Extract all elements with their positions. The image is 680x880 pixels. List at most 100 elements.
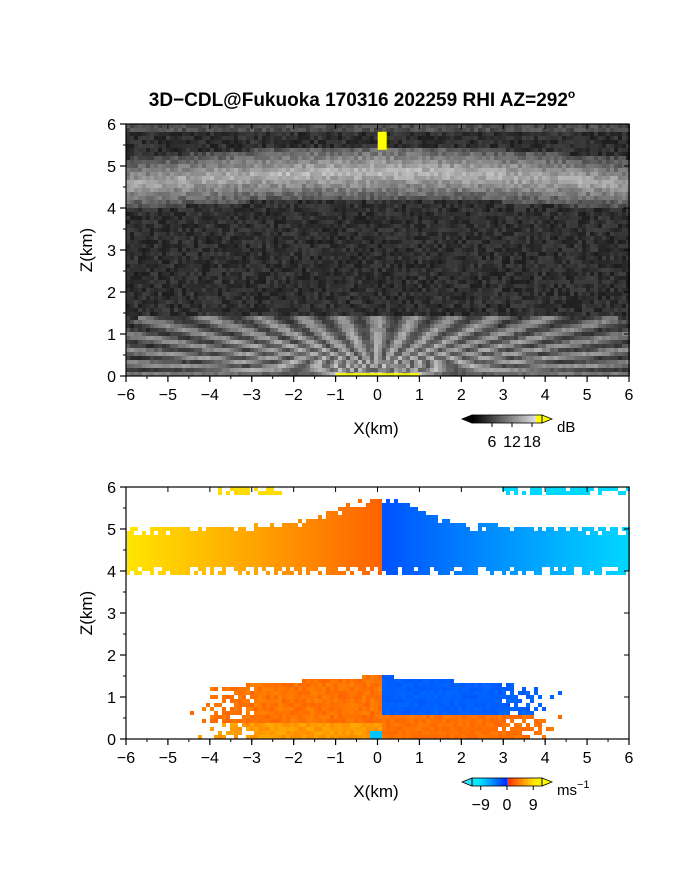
reflectivity-cell <box>382 192 386 196</box>
reflectivity-cell <box>602 140 606 144</box>
reflectivity-cell <box>506 192 510 196</box>
reflectivity-cell <box>438 160 442 164</box>
reflectivity-cell <box>142 172 146 176</box>
reflectivity-cell <box>362 192 366 196</box>
reflectivity-cell <box>162 236 166 240</box>
reflectivity-cell <box>514 220 518 224</box>
reflectivity-cell <box>434 160 438 164</box>
reflectivity-cell <box>234 216 238 220</box>
reflectivity-cell <box>558 260 562 264</box>
reflectivity-cell <box>126 164 130 168</box>
reflectivity-cell <box>534 216 538 220</box>
reflectivity-cell <box>146 168 150 172</box>
reflectivity-cell <box>346 140 350 144</box>
reflectivity-cell <box>442 172 446 176</box>
reflectivity-cell <box>158 260 162 264</box>
reflectivity-cell <box>298 256 302 260</box>
reflectivity-cell <box>190 268 194 272</box>
reflectivity-cell <box>302 236 306 240</box>
reflectivity-cell <box>166 140 170 144</box>
reflectivity-cell <box>510 276 514 280</box>
reflectivity-cell <box>566 196 570 200</box>
reflectivity-cell <box>554 136 558 140</box>
reflectivity-cell <box>370 280 374 284</box>
reflectivity-cell <box>374 260 378 264</box>
reflectivity-cell <box>282 276 286 280</box>
reflectivity-cell <box>382 172 386 176</box>
reflectivity-cell <box>258 232 262 236</box>
reflectivity-cell <box>526 260 530 264</box>
reflectivity-cell <box>574 276 578 280</box>
reflectivity-cell <box>450 200 454 204</box>
reflectivity-cell <box>590 212 594 216</box>
reflectivity-cell <box>158 240 162 244</box>
reflectivity-cell <box>358 200 362 204</box>
reflectivity-cell <box>226 144 230 148</box>
reflectivity-cell <box>494 172 498 176</box>
reflectivity-cell <box>598 144 602 148</box>
reflectivity-cell <box>170 256 174 260</box>
reflectivity-cell <box>450 184 454 188</box>
reflectivity-cell <box>590 256 594 260</box>
reflectivity-cell <box>410 236 414 240</box>
reflectivity-cell <box>430 196 434 200</box>
reflectivity-cell <box>598 148 602 152</box>
reflectivity-cell <box>134 132 138 136</box>
reflectivity-cell <box>510 160 514 164</box>
reflectivity-cell <box>542 236 546 240</box>
reflectivity-cell <box>222 192 226 196</box>
reflectivity-cell <box>562 176 566 180</box>
reflectivity-cell <box>230 124 234 128</box>
reflectivity-cell <box>330 256 334 260</box>
reflectivity-cell <box>138 184 142 188</box>
reflectivity-cell <box>442 184 446 188</box>
reflectivity-cell <box>402 232 406 236</box>
reflectivity-cell <box>534 224 538 228</box>
reflectivity-cell <box>394 276 398 280</box>
reflectivity-cell <box>406 140 410 144</box>
reflectivity-cell <box>410 196 414 200</box>
reflectivity-cell <box>390 128 394 132</box>
reflectivity-cell <box>202 136 206 140</box>
reflectivity-cell <box>390 224 394 228</box>
reflectivity-cell <box>302 160 306 164</box>
reflectivity-cell <box>154 152 158 156</box>
reflectivity-cell <box>374 124 378 128</box>
reflectivity-cell <box>194 152 198 156</box>
reflectivity-cell <box>574 248 578 252</box>
reflectivity-cell <box>442 164 446 168</box>
reflectivity-cell <box>602 148 606 152</box>
reflectivity-cell <box>306 232 310 236</box>
reflectivity-cell <box>534 276 538 280</box>
reflectivity-cell <box>466 124 470 128</box>
reflectivity-cell <box>582 164 586 168</box>
reflectivity-cell <box>418 140 422 144</box>
reflectivity-cell <box>346 196 350 200</box>
reflectivity-cell <box>346 172 350 176</box>
reflectivity-cell <box>334 208 338 212</box>
reflectivity-cell <box>198 236 202 240</box>
reflectivity-cell <box>206 264 210 268</box>
reflectivity-cell <box>446 256 450 260</box>
reflectivity-cell <box>358 240 362 244</box>
reflectivity-cell <box>446 248 450 252</box>
reflectivity-cell <box>530 156 534 160</box>
reflectivity-cell <box>518 260 522 264</box>
reflectivity-cell <box>450 144 454 148</box>
reflectivity-cell <box>578 128 582 132</box>
reflectivity-cell <box>258 224 262 228</box>
reflectivity-cell <box>590 236 594 240</box>
reflectivity-cell <box>402 156 406 160</box>
reflectivity-cell <box>626 192 630 196</box>
reflectivity-cell <box>426 164 430 168</box>
reflectivity-cell <box>382 208 386 212</box>
reflectivity-cell <box>234 280 238 284</box>
reflectivity-cell <box>386 160 390 164</box>
reflectivity-cell <box>222 268 226 272</box>
reflectivity-cell <box>538 148 542 152</box>
reflectivity-cell <box>290 228 294 232</box>
reflectivity-cell <box>258 264 262 268</box>
reflectivity-cell <box>182 212 186 216</box>
reflectivity-cell <box>314 208 318 212</box>
reflectivity-cell <box>370 132 374 136</box>
